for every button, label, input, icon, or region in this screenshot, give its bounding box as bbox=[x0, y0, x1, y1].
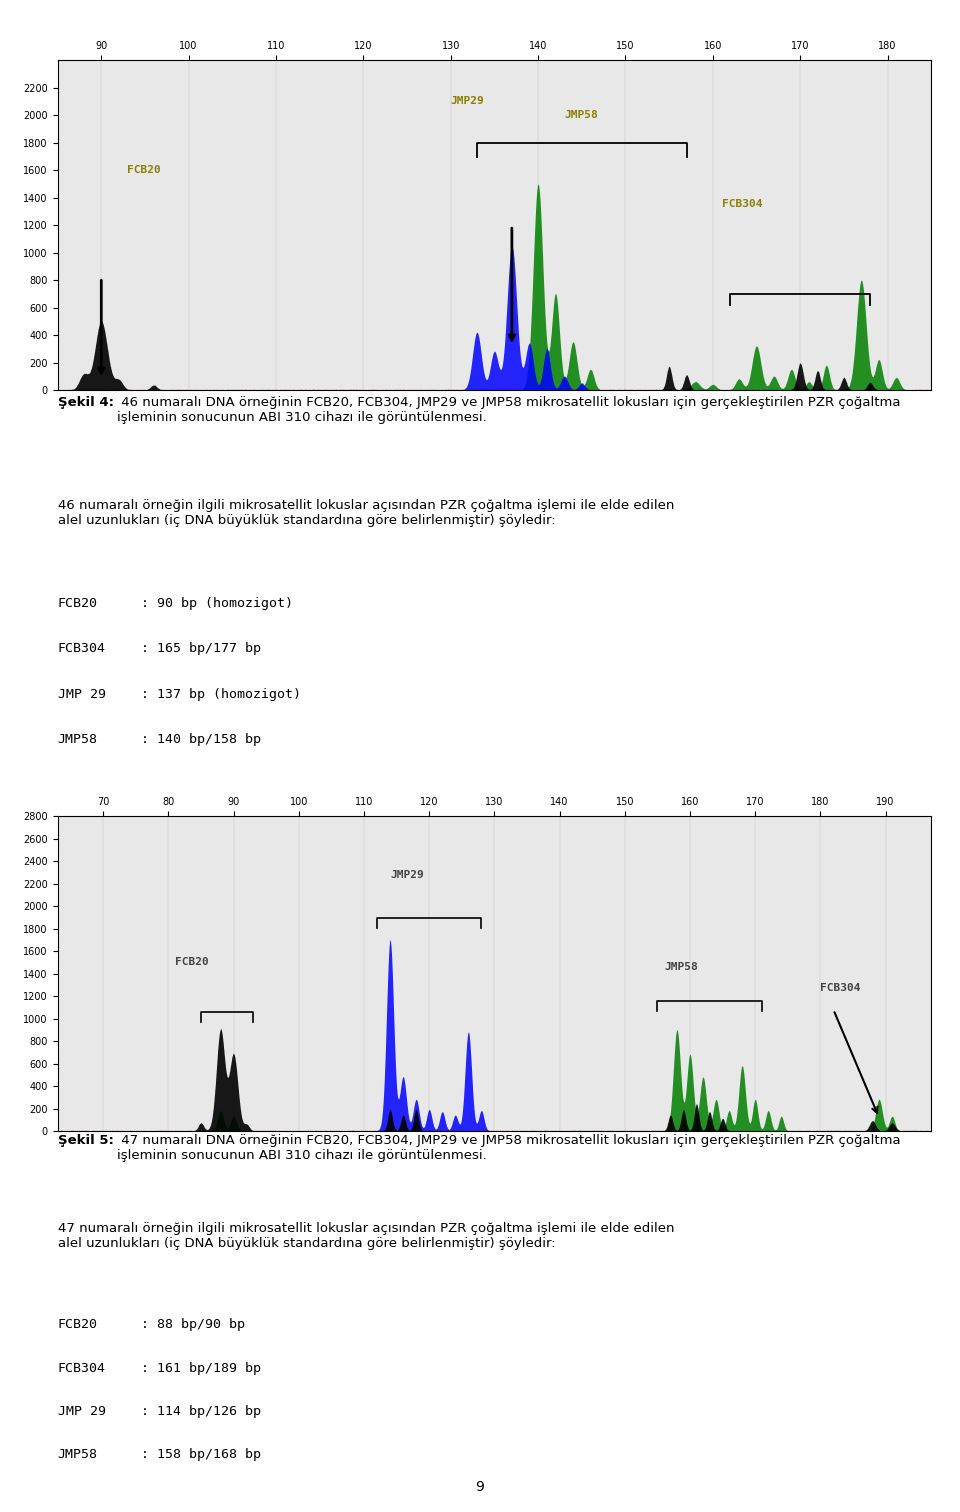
Text: Şekil 4:: Şekil 4: bbox=[58, 396, 113, 410]
Text: JMP29: JMP29 bbox=[450, 97, 485, 106]
Text: FCB304: FCB304 bbox=[58, 1362, 106, 1374]
Text: FCB20: FCB20 bbox=[128, 165, 161, 175]
Text: JMP29: JMP29 bbox=[390, 871, 423, 880]
Text: : 137 bp (homozigot): : 137 bp (homozigot) bbox=[140, 688, 300, 700]
Text: : 161 bp/189 bp: : 161 bp/189 bp bbox=[140, 1362, 260, 1374]
Text: : 140 bp/158 bp: : 140 bp/158 bp bbox=[140, 733, 260, 745]
Text: 9: 9 bbox=[475, 1480, 485, 1494]
Text: JMP58: JMP58 bbox=[58, 1448, 98, 1461]
Text: JMP 29: JMP 29 bbox=[58, 1405, 106, 1418]
Text: FCB20: FCB20 bbox=[175, 957, 208, 966]
Text: : 165 bp/177 bp: : 165 bp/177 bp bbox=[140, 643, 260, 655]
Text: FCB20: FCB20 bbox=[58, 597, 98, 611]
Text: JMP58: JMP58 bbox=[58, 733, 98, 745]
Text: JMP 29: JMP 29 bbox=[58, 688, 106, 700]
Text: : 90 bp (homozigot): : 90 bp (homozigot) bbox=[140, 597, 293, 611]
Text: FCB304: FCB304 bbox=[821, 983, 861, 992]
Text: : 88 bp/90 bp: : 88 bp/90 bp bbox=[140, 1318, 245, 1332]
Text: Şekil 5:: Şekil 5: bbox=[58, 1134, 113, 1148]
Text: : 114 bp/126 bp: : 114 bp/126 bp bbox=[140, 1405, 260, 1418]
Text: FCB20: FCB20 bbox=[58, 1318, 98, 1332]
Text: 47 numaralı örneğin ilgili mikrosatellit lokuslar açısından PZR çoğaltma işlemi : 47 numaralı örneğin ilgili mikrosatellit… bbox=[58, 1222, 674, 1250]
Text: FCB304: FCB304 bbox=[722, 200, 762, 210]
Text: : 158 bp/168 bp: : 158 bp/168 bp bbox=[140, 1448, 260, 1461]
Text: JMP58: JMP58 bbox=[664, 962, 698, 972]
Text: JMP58: JMP58 bbox=[564, 110, 598, 119]
Text: 47 numaralı DNA örneğinin FCB20, FCB304, JMP29 ve JMP58 mikrosatellit lokusları : 47 numaralı DNA örneğinin FCB20, FCB304,… bbox=[117, 1134, 900, 1163]
Text: 46 numaralı DNA örneğinin FCB20, FCB304, JMP29 ve JMP58 mikrosatellit lokusları : 46 numaralı DNA örneğinin FCB20, FCB304,… bbox=[117, 396, 900, 425]
Text: FCB304: FCB304 bbox=[58, 643, 106, 655]
Text: 46 numaralı örneğin ilgili mikrosatellit lokuslar açısından PZR çoğaltma işlemi : 46 numaralı örneğin ilgili mikrosatellit… bbox=[58, 499, 674, 528]
